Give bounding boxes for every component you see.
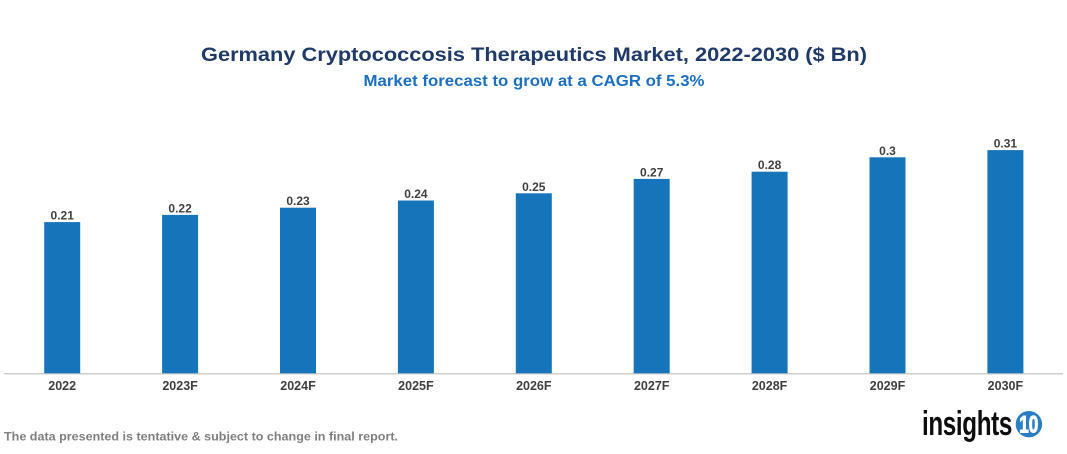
svg-text:The data presented is tentativ: The data presented is tentative & subjec… [4, 429, 398, 443]
svg-text:0.22: 0.22 [168, 201, 192, 215]
svg-text:0.25: 0.25 [522, 180, 546, 194]
svg-text:0.24: 0.24 [404, 187, 428, 201]
svg-text:2030F: 2030F [988, 379, 1024, 393]
svg-text:0.28: 0.28 [758, 158, 782, 172]
svg-text:2027F: 2027F [634, 379, 670, 393]
svg-text:10: 10 [1019, 412, 1038, 439]
svg-text:2029F: 2029F [870, 379, 906, 393]
svg-text:insights: insights [922, 405, 1012, 443]
svg-text:Germany Cryptococcosis Therape: Germany Cryptococcosis Therapeutics Mark… [201, 45, 867, 66]
svg-text:Market forecast to grow at a C: Market forecast to grow at a CAGR of 5.3… [364, 73, 705, 90]
svg-text:2023F: 2023F [162, 379, 198, 393]
svg-text:0.23: 0.23 [286, 194, 310, 208]
svg-text:0.21: 0.21 [51, 209, 75, 223]
svg-text:0.31: 0.31 [994, 137, 1018, 151]
svg-text:2024F: 2024F [280, 379, 316, 393]
svg-text:0.27: 0.27 [640, 165, 664, 179]
svg-text:2022: 2022 [48, 379, 76, 393]
svg-text:2025F: 2025F [398, 379, 434, 393]
svg-text:2026F: 2026F [516, 379, 552, 393]
svg-text:0.3: 0.3 [879, 144, 896, 158]
svg-text:2028F: 2028F [752, 379, 788, 393]
